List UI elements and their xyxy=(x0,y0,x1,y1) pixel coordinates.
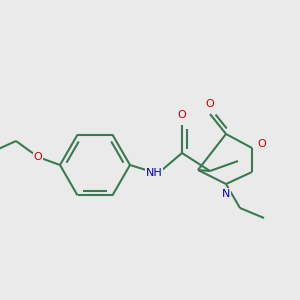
Text: O: O xyxy=(178,110,186,120)
Text: O: O xyxy=(258,139,266,149)
Text: N: N xyxy=(222,189,230,199)
Text: O: O xyxy=(34,152,42,162)
Text: NH: NH xyxy=(146,168,162,178)
Text: O: O xyxy=(206,99,214,109)
